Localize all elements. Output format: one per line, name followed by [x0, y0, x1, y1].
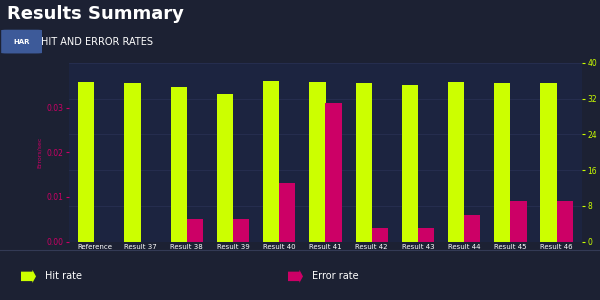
Bar	[170, 87, 187, 242]
Bar	[217, 94, 233, 242]
Bar	[402, 85, 418, 242]
Bar	[279, 184, 295, 242]
Bar	[511, 201, 527, 242]
Text: Results Summary: Results Summary	[7, 5, 184, 23]
FancyArrow shape	[288, 270, 303, 283]
Bar	[464, 215, 481, 242]
Bar	[187, 219, 203, 242]
Bar	[418, 228, 434, 242]
Bar	[448, 82, 464, 242]
Bar	[310, 82, 325, 242]
Bar	[557, 201, 573, 242]
Text: HAR: HAR	[13, 39, 30, 45]
Bar	[494, 83, 511, 242]
FancyArrow shape	[21, 270, 36, 283]
Bar	[541, 83, 557, 242]
Bar	[263, 81, 279, 242]
Text: Error rate: Error rate	[312, 272, 359, 281]
FancyBboxPatch shape	[1, 30, 42, 53]
Bar	[233, 219, 249, 242]
Bar	[356, 83, 372, 242]
Bar	[124, 83, 140, 242]
Text: Hit rate: Hit rate	[45, 272, 82, 281]
Bar	[325, 103, 341, 242]
Bar	[372, 228, 388, 242]
Bar	[78, 82, 94, 242]
Y-axis label: Errors/sec: Errors/sec	[37, 136, 42, 168]
Text: HIT AND ERROR RATES: HIT AND ERROR RATES	[41, 37, 153, 47]
